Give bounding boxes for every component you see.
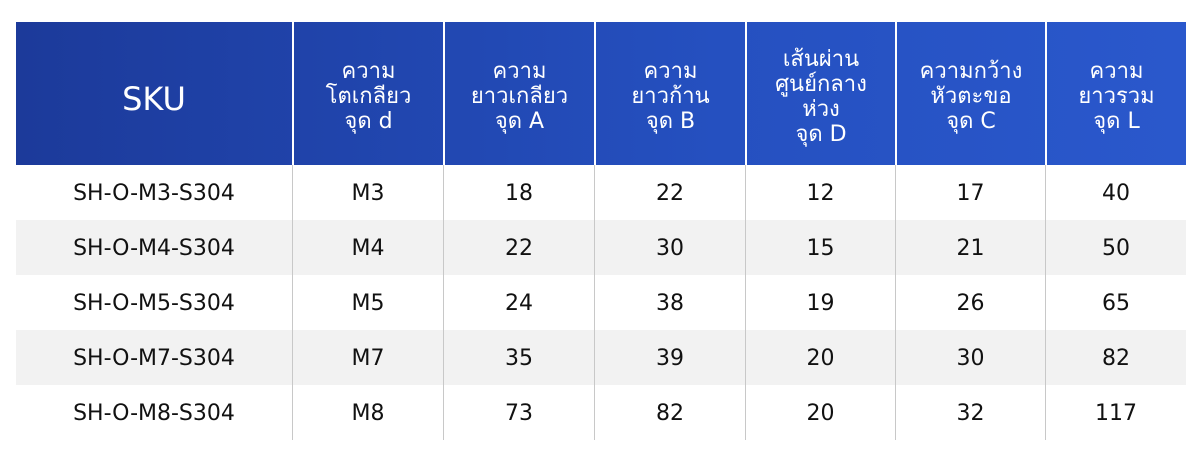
table-cell: 24 <box>443 275 594 330</box>
header-text: จุด B <box>645 109 696 134</box>
header-row: SKU ความ โตเกลียว จุด d ความ ยาวเกลียว จุด A คว… <box>16 22 1186 165</box>
header-text: จุด L <box>1093 109 1140 134</box>
table-cell: M7 <box>292 330 443 385</box>
header-text: ห่วง <box>802 96 840 122</box>
header-text: หัวตะขอ <box>930 84 1012 109</box>
table-cell: 65 <box>1045 275 1186 330</box>
header-cell: เส้นผ่าน ศูนย์กลาง ห่วง จุด D <box>745 22 895 165</box>
table-cell: M8 <box>292 385 443 440</box>
header-text: จุด d <box>344 109 393 134</box>
header-cell: ความ โตเกลียว จุด d <box>292 22 443 165</box>
header-text: เส้นผ่าน <box>782 46 860 72</box>
table: SKU ความ โตเกลียว จุด d ความ ยาวเกลียว จุด A คว… <box>16 22 1186 440</box>
table-cell: 20 <box>745 385 895 440</box>
table-row: SH-O-M4-S304 M4 22 30 15 21 50 <box>16 220 1186 275</box>
header-cell: ความกว้าง หัวตะขอ จุด C <box>895 22 1045 165</box>
header-text: จุด C <box>946 109 996 134</box>
table-cell: M3 <box>292 165 443 220</box>
table-cell: 12 <box>745 165 895 220</box>
table-cell: 30 <box>895 330 1045 385</box>
table-cell: SH-O-M8-S304 <box>73 401 235 426</box>
table-cell: 39 <box>594 330 745 385</box>
header-text: SKU <box>122 80 186 118</box>
table-cell: SH-O-M3-S304 <box>73 181 235 206</box>
header-text: ยาวก้าน <box>631 84 710 109</box>
table-cell: M4 <box>292 220 443 275</box>
table-cell: 22 <box>443 220 594 275</box>
table-row: SH-O-M5-S304 M5 24 38 19 26 65 <box>16 275 1186 330</box>
table-cell: 35 <box>443 330 594 385</box>
table-cell: 17 <box>895 165 1045 220</box>
table-cell: 21 <box>895 220 1045 275</box>
table-cell: 82 <box>594 385 745 440</box>
table-cell: 38 <box>594 275 745 330</box>
header-text: ความ <box>1089 59 1144 84</box>
header-cell: SKU <box>16 22 292 165</box>
header-cell: ความ ยาวรวม จุด L <box>1045 22 1186 165</box>
table-cell: 117 <box>1045 385 1186 440</box>
table-cell: SH-O-M5-S304 <box>73 291 235 316</box>
header-text: ความ <box>492 59 547 84</box>
header-text: จุด D <box>795 121 847 147</box>
header-text: ความกว้าง <box>919 59 1023 84</box>
table-row: SH-O-M3-S304 M3 18 22 12 17 40 <box>16 165 1186 220</box>
header-text: ยาวรวม <box>1078 84 1155 109</box>
table-cell: M5 <box>292 275 443 330</box>
header-text: ความ <box>341 59 396 84</box>
header-text: จุด A <box>494 109 545 134</box>
header-cell: ความ ยาวก้าน จุด B <box>594 22 745 165</box>
table-cell: 40 <box>1045 165 1186 220</box>
table-cell: 15 <box>745 220 895 275</box>
table-cell: 50 <box>1045 220 1186 275</box>
header-text: ศูนย์กลาง <box>775 71 867 97</box>
table-cell: 22 <box>594 165 745 220</box>
table-row: SH-O-M8-S304 M8 73 82 20 32 117 <box>16 385 1186 440</box>
table-cell: 20 <box>745 330 895 385</box>
table-cell: 82 <box>1045 330 1186 385</box>
table-cell: SH-O-M4-S304 <box>73 236 235 261</box>
table-cell: 18 <box>443 165 594 220</box>
table-cell: SH-O-M7-S304 <box>73 346 235 371</box>
table-cell: 32 <box>895 385 1045 440</box>
table-cell: 30 <box>594 220 745 275</box>
table-cell: 19 <box>745 275 895 330</box>
header-cell: ความ ยาวเกลียว จุด A <box>443 22 594 165</box>
header-text: ความ <box>643 59 698 84</box>
table-cell: 73 <box>443 385 594 440</box>
table-row: SH-O-M7-S304 M7 35 39 20 30 82 <box>16 330 1186 385</box>
table-cell: 26 <box>895 275 1045 330</box>
header-text: ยาวเกลียว <box>470 84 569 109</box>
header-text: โตเกลียว <box>325 84 412 109</box>
